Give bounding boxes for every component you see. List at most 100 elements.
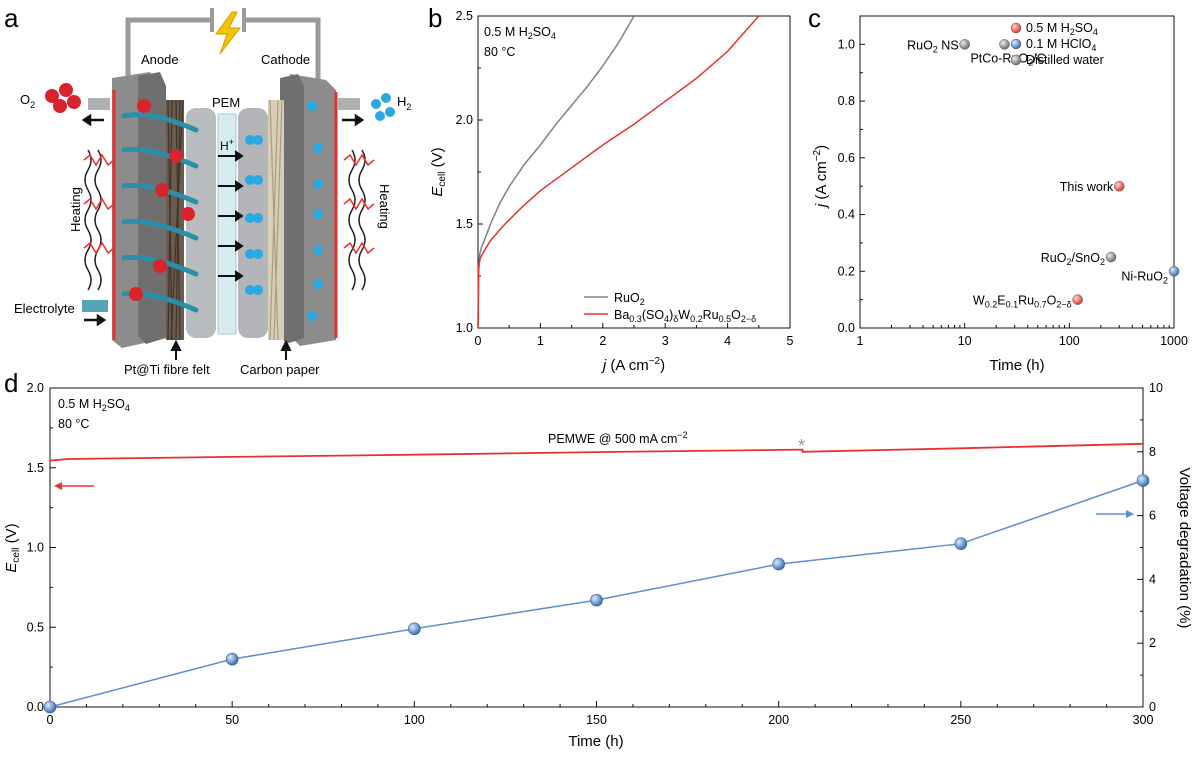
x-tick-label: 10 (958, 334, 972, 348)
o2-outlet (88, 98, 110, 110)
pem-membrane (217, 113, 237, 335)
y-tick-label: 0.5 (27, 620, 44, 634)
x-tick-label: 50 (225, 713, 239, 727)
annotation-temperature: 80 °C (58, 417, 89, 431)
electrolyte-inlet (82, 300, 108, 312)
flow-arrows (81, 113, 365, 327)
anode-catalyst-layer (186, 108, 216, 338)
y2-axis-label: Voltage degradation (%) (1176, 468, 1193, 629)
data-point-degradation (590, 593, 603, 607)
y2-tick-label: 4 (1149, 572, 1156, 586)
data-point-degradation (772, 557, 785, 571)
x-tick-label: 1 (537, 334, 544, 348)
x-tick-label: 150 (586, 713, 607, 727)
electrolyte-fibres (121, 112, 199, 313)
legend-label-0-5-m-h2so4: 0.5 M H2SO4 (1026, 21, 1098, 37)
data-point-degradation (408, 622, 421, 636)
panel-label-c: c (808, 3, 821, 33)
x-tick-label: 100 (1059, 334, 1080, 348)
h2-outlet (338, 98, 360, 110)
anode-label: Anode (141, 52, 179, 67)
axis-direction-arrows (54, 482, 1134, 518)
heating-coils-right (348, 149, 366, 291)
carbon-paper (268, 99, 284, 341)
legend-label-ruo2: RuO2 (614, 291, 645, 307)
y2-tick-label: 2 (1149, 636, 1156, 650)
y2-tick-label: 8 (1149, 445, 1156, 459)
x-tick-label: 300 (1133, 713, 1154, 727)
cathode-plate-face (280, 74, 304, 344)
data-point-w0-2e0-1ru0-7o2 (1072, 294, 1083, 305)
y2-tick-label: 0 (1149, 700, 1156, 714)
x-tick-label: 0 (47, 713, 54, 727)
data-point-ruo2-ns (959, 39, 970, 50)
data-point-degradation (954, 537, 968, 550)
x-axis-label: Time (h) (989, 357, 1044, 374)
proton-arrows (218, 150, 244, 282)
data-point-ptco-ruo2-c (999, 39, 1010, 50)
hydrogen-bubbles (245, 93, 395, 321)
legend-label-0-1-m-hclo4: 0.1 M HClO4 (1026, 37, 1096, 53)
x-tick-label: 1 (857, 334, 864, 348)
annotation-pemwe: PEMWE @ 500 mA cm−2 (548, 430, 688, 446)
hplus-label: H+ (220, 137, 234, 153)
y-tick-label: 0.2 (838, 264, 855, 278)
data-point-degradation (1136, 474, 1150, 487)
data-point-ni-ruo2 (1168, 266, 1180, 277)
point-label-ruo2-ns: RuO2 NS (907, 38, 959, 54)
x-tick-label: 1000 (1160, 334, 1188, 348)
carbon-paper-label: Carbon paper (240, 362, 320, 377)
series-line-ruo2 (477, 15, 635, 329)
y2-tick-label: 10 (1149, 381, 1163, 395)
x-tick-label: 200 (768, 713, 789, 727)
y-tick-label: 0.4 (838, 208, 855, 222)
panel-label-a: a (4, 3, 19, 33)
pem-label: PEM (212, 95, 240, 110)
annotation-asterisk: * (798, 436, 805, 456)
annotation-electrolyte: 0.5 M H2SO4 (58, 397, 130, 413)
circuit-wire (125, 17, 321, 80)
anode-plate-face (138, 72, 166, 344)
panel-label-b: b (428, 3, 442, 33)
legend-swatch-0-1-m-hclo4 (1010, 38, 1022, 50)
y-tick-label: 0.6 (838, 151, 855, 165)
bottom-pointer-arrows (170, 339, 292, 360)
heating-coils-left (84, 149, 102, 291)
plot-frame (859, 15, 1175, 329)
heating-right-label: Heating (377, 184, 392, 229)
point-label-ruo2-sno2: RuO2/SnO2 (1041, 251, 1105, 267)
x-tick-label: 250 (950, 713, 971, 727)
y-tick-label: 0.0 (838, 321, 855, 335)
o2-label: O2 (20, 92, 35, 110)
legend-label-distilled-water: Distilled water (1026, 53, 1104, 67)
x-tick-label: 0 (475, 334, 482, 348)
y-tick-label: 0.0 (27, 700, 44, 714)
durability-chart: 0 50 100 150 200 250 300 0.0 0.5 1.0 1.5 2.0 0 2 4 6 8 10… (3, 381, 1193, 750)
x-tick-label: 2 (599, 334, 606, 348)
y-tick-label: 2.0 (456, 113, 473, 127)
panel-label-d: d (4, 368, 18, 398)
cathode-catalyst-layer (238, 108, 268, 338)
heating-zigzags-right (343, 153, 375, 255)
heating-zigzags-left (83, 153, 115, 255)
y-tick-label: 1.0 (456, 321, 473, 335)
y-axis-label: Ecell (V) (3, 523, 22, 572)
annotation-electrolyte: 0.5 M H2SO4 (484, 25, 556, 41)
data-point-ruo2-sno2 (1105, 251, 1117, 263)
point-label-ni-ruo2: Ni-RuO2 (1121, 269, 1168, 285)
cathode-label: Cathode (261, 52, 310, 67)
x-tick-label: 5 (787, 334, 794, 348)
y-tick-label: 1.5 (27, 461, 44, 475)
y2-tick-label: 6 (1149, 509, 1156, 523)
data-point-this-work (1114, 180, 1125, 192)
y-tick-label: 2.0 (27, 381, 44, 395)
legend-swatch-distilled-water (1010, 54, 1022, 66)
heating-left-label: Heating (68, 187, 83, 232)
lightning-bolt-icon (215, 11, 242, 55)
x-axis-label: Time (h) (568, 733, 623, 750)
series-line-ecell (49, 442, 1144, 462)
data-point-degradation (43, 700, 57, 714)
fibre-felt-label: Pt@Ti fibre felt (124, 362, 210, 377)
